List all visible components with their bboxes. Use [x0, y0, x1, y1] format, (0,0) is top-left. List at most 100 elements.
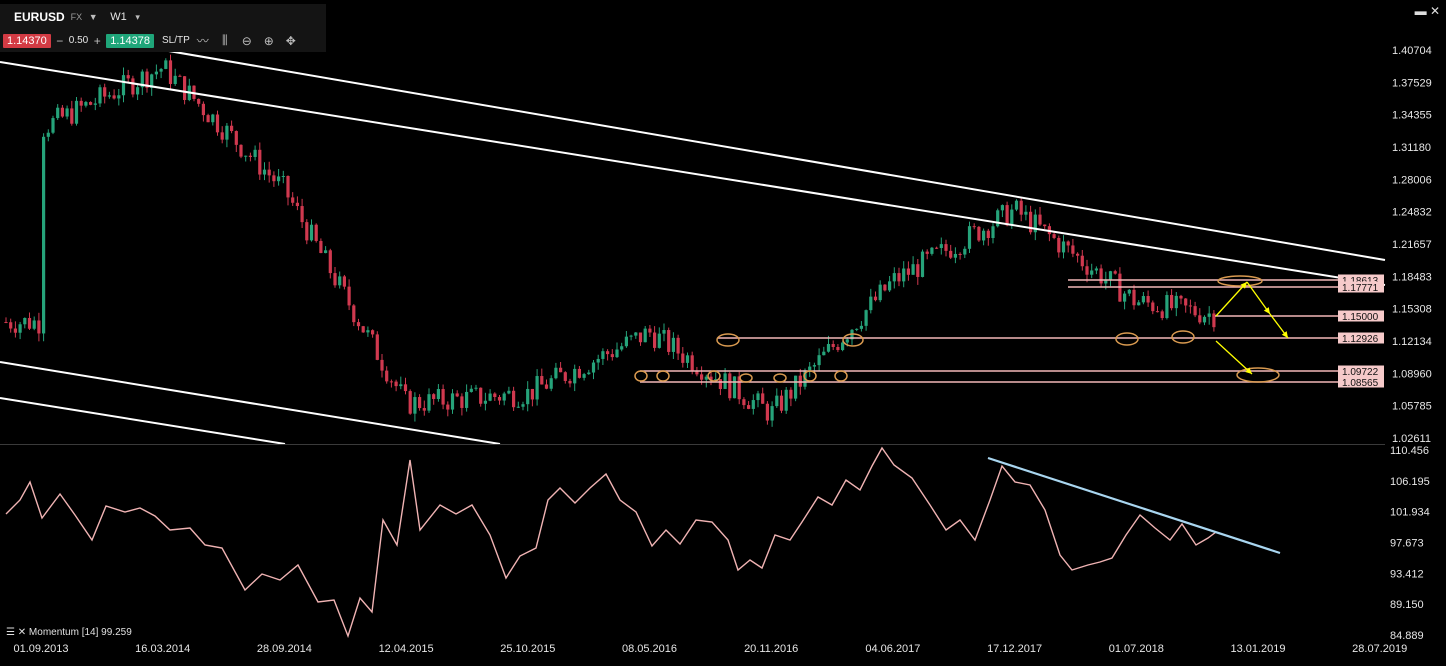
- level-label-bg: [1338, 274, 1384, 286]
- candle-body: [201, 103, 205, 116]
- sell-price-button[interactable]: 1.14370: [3, 33, 51, 48]
- symbol-name[interactable]: EURUSD: [14, 10, 65, 24]
- crosshair-icon[interactable]: ✥: [285, 33, 296, 48]
- close-icon[interactable]: ✕: [1429, 4, 1440, 18]
- highlight-ellipse[interactable]: [1217, 275, 1263, 287]
- candle-body: [173, 75, 177, 84]
- buy-price-button[interactable]: 1.14378: [106, 33, 154, 48]
- price-tick-label: 1.37529: [1392, 77, 1432, 89]
- candle-body: [831, 344, 835, 347]
- candle-body: [864, 310, 868, 326]
- candle-body: [1019, 200, 1023, 215]
- indicator-menu-icon[interactable]: ☰: [6, 627, 15, 638]
- candle-body: [126, 75, 130, 79]
- candle-body: [897, 273, 901, 282]
- price-axis: 1.40704 1.37529 1.34355 1.31180 1.28006 1.248…: [1392, 45, 1432, 445]
- candle-body: [911, 264, 915, 275]
- candle-body: [121, 75, 126, 96]
- date-tick-label: 13.01.2019: [1230, 643, 1285, 655]
- candle-body: [352, 305, 356, 323]
- candle-body: [371, 330, 375, 335]
- arrow-head: [1281, 331, 1288, 338]
- candle-body: [483, 400, 487, 404]
- highlight-ellipse[interactable]: [739, 373, 753, 383]
- highlight-ellipse[interactable]: [834, 370, 848, 382]
- highlight-ellipse[interactable]: [716, 333, 740, 347]
- candle-body: [1104, 279, 1108, 284]
- menu-icon[interactable]: ▬: [1414, 4, 1427, 18]
- candle-body: [154, 71, 158, 75]
- candle-body: [620, 346, 624, 350]
- highlight-ellipse[interactable]: [1115, 332, 1139, 346]
- highlight-ellipse[interactable]: [773, 373, 787, 383]
- channel-lines[interactable]: [0, 21, 1386, 445]
- momentum-line: [5, 446, 1217, 639]
- candle-body: [211, 114, 215, 123]
- projection-arrows[interactable]: [1215, 281, 1289, 375]
- highlight-ellipse[interactable]: [656, 370, 670, 382]
- highlight-ellipse[interactable]: [842, 333, 864, 347]
- timeframe-dropdown-icon[interactable]: ▾: [135, 11, 140, 22]
- candle-body: [573, 368, 577, 384]
- candle-body: [74, 100, 79, 124]
- candle-body: [982, 230, 986, 241]
- arrow-line[interactable]: [1215, 340, 1253, 375]
- arrow-line[interactable]: [1215, 281, 1248, 317]
- candle-body: [347, 286, 351, 306]
- candle-body: [986, 230, 990, 239]
- level-ellipses[interactable]: [634, 275, 1280, 383]
- candle-body: [497, 397, 502, 401]
- minus-icon[interactable]: −: [56, 33, 64, 48]
- candle-body: [502, 393, 506, 401]
- level-label: 1.17771: [1342, 283, 1379, 294]
- level-label: 1.09722: [1342, 367, 1379, 378]
- channel-line[interactable]: [0, 397, 286, 445]
- highlight-ellipse[interactable]: [1236, 367, 1280, 383]
- symbol-dropdown-icon[interactable]: ▼: [88, 12, 98, 22]
- level-lines[interactable]: 1.186131.177711.150001.129261.097221.085…: [640, 274, 1384, 390]
- candle-body: [1090, 270, 1094, 275]
- candle-body: [587, 372, 591, 375]
- candle-body: [9, 322, 13, 329]
- zoom-in-icon[interactable]: ⊕: [263, 33, 274, 48]
- date-tick-label: 01.09.2013: [13, 643, 68, 655]
- candle-body: [1024, 211, 1028, 215]
- indicator-label[interactable]: ☰ ✕ Momentum [14] 99.259: [6, 627, 132, 638]
- candle-body: [380, 359, 384, 371]
- indicator-close-icon[interactable]: ✕: [17, 627, 27, 638]
- candle-body: [944, 244, 948, 251]
- candle-body: [309, 224, 314, 241]
- momentum-trendline[interactable]: [987, 456, 1281, 555]
- candle-body: [117, 95, 121, 99]
- candle-body: [732, 376, 737, 399]
- candle-body: [869, 296, 873, 311]
- candle-body: [450, 393, 455, 410]
- date-tick-label: 20.11.2016: [744, 643, 798, 655]
- candles: [4, 54, 1216, 427]
- highlight-ellipse[interactable]: [1171, 330, 1195, 344]
- zoom-out-icon[interactable]: ⊖: [241, 33, 252, 48]
- channel-line[interactable]: [0, 21, 1386, 261]
- highlight-ellipse[interactable]: [707, 370, 721, 382]
- candle-body: [215, 114, 220, 133]
- arrow-line[interactable]: [1246, 281, 1271, 315]
- candle-body: [563, 372, 567, 381]
- channel-line[interactable]: [0, 61, 1386, 286]
- channel-line[interactable]: [0, 361, 501, 445]
- candle-body: [403, 384, 408, 392]
- candle-body: [234, 131, 238, 145]
- plus-icon[interactable]: +: [93, 33, 101, 48]
- candles-icon[interactable]: ⫼: [222, 33, 228, 47]
- candle-body: [413, 397, 417, 414]
- candle-body: [582, 374, 586, 378]
- timeframe-selector[interactable]: W1: [110, 11, 127, 23]
- candle-body: [112, 95, 116, 99]
- sltp-button[interactable]: SL/TP: [162, 35, 190, 46]
- highlight-ellipse[interactable]: [803, 370, 817, 382]
- candle-body: [324, 250, 328, 254]
- line-chart-icon[interactable]: 〰: [196, 34, 209, 48]
- candle-body: [89, 102, 93, 105]
- candle-body: [98, 87, 102, 104]
- highlight-ellipse[interactable]: [634, 370, 648, 382]
